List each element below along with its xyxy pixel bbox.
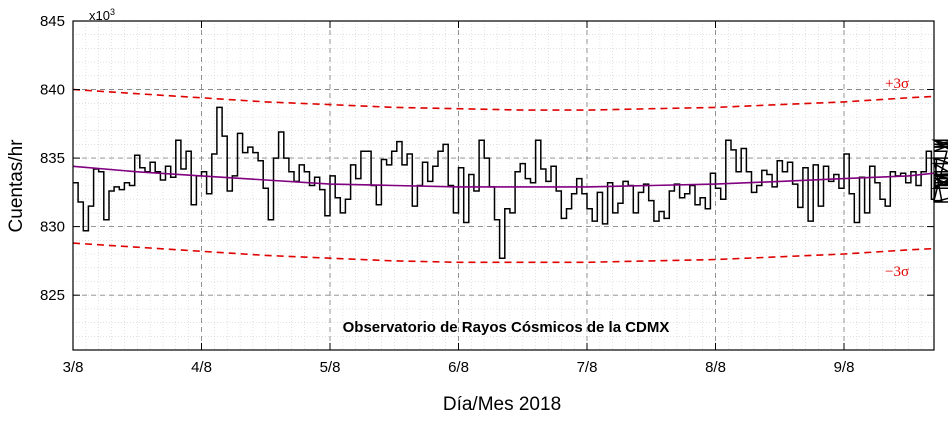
lower-3sigma-line: [72, 242, 935, 264]
x-tick-label: 6/8: [448, 359, 469, 376]
y-axis-title: Cuentas/hr: [6, 139, 27, 233]
upper-3sigma-line: [72, 88, 935, 111]
y-tick-label: 835: [40, 150, 65, 167]
x-tick-label: 5/8: [320, 359, 341, 376]
y-multiplier-exponent: 3: [110, 7, 115, 17]
plot-frame: [72, 20, 935, 351]
y-axis: 825 830 835 840 845: [40, 13, 934, 304]
y-tick-label: 840: [40, 82, 65, 99]
x-tick-label: 9/8: [834, 359, 855, 376]
x-axis-title: Día/Mes 2018: [443, 394, 561, 415]
hourly-counts-series: [73, 106, 948, 259]
x-axis: 3/8 4/8 5/8 6/8 7/8 8/8 9/8: [63, 21, 855, 376]
x-tick-label: 4/8: [191, 359, 212, 376]
x-tick-label: 7/8: [577, 359, 598, 376]
upper-sigma-label: +3σ: [885, 76, 909, 92]
curves: [72, 88, 948, 264]
y-tick-label: 830: [40, 219, 65, 236]
y-tick-label: 825: [40, 287, 65, 304]
trend-line: [72, 165, 935, 188]
x-tick-label: 3/8: [63, 359, 84, 376]
y-multiplier-label: x103: [89, 7, 115, 23]
lower-sigma-label: −3σ: [885, 264, 909, 280]
y-tick-label: 845: [40, 13, 65, 30]
x-tick-label: 8/8: [705, 359, 726, 376]
minor-grid: [72, 20, 935, 351]
observatory-annotation: Observatorio de Rayos Cósmicos de la CDM…: [343, 319, 670, 336]
